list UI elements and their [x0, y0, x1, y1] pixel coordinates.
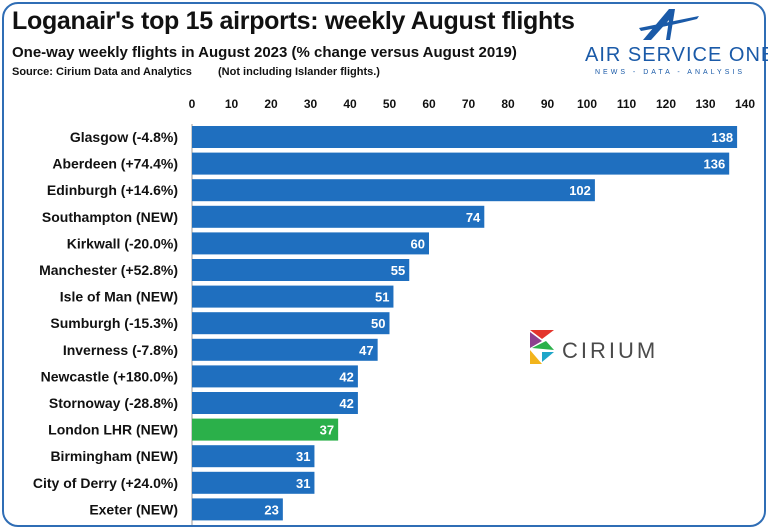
- category-label: Sumburgh (-15.3%): [50, 315, 178, 331]
- category-label: Southampton (NEW): [42, 209, 178, 225]
- bar: [192, 471, 315, 494]
- bar: [192, 179, 595, 202]
- category-label: Glasgow (-4.8%): [70, 129, 178, 145]
- x-tick-label: 60: [422, 97, 436, 111]
- bar: [192, 285, 394, 308]
- x-tick-label: 0: [189, 97, 196, 111]
- cirium-triangles-icon: [530, 330, 554, 364]
- stylized-a-plane-icon: [639, 9, 699, 40]
- bar: [192, 365, 358, 388]
- bar: [192, 232, 429, 255]
- category-label: London LHR (NEW): [48, 422, 178, 438]
- bar: [192, 445, 315, 468]
- bar-value-label: 74: [466, 210, 481, 225]
- x-tick-label: 120: [656, 97, 676, 111]
- x-tick-label: 140: [735, 97, 755, 111]
- bar-value-label: 37: [320, 423, 334, 438]
- category-label: Kirkwall (-20.0%): [67, 235, 178, 251]
- bar-value-label: 31: [296, 449, 310, 464]
- category-label: Newcastle (+180.0%): [41, 368, 178, 384]
- x-tick-label: 130: [695, 97, 715, 111]
- x-tick-label: 90: [541, 97, 555, 111]
- x-tick-label: 20: [264, 97, 278, 111]
- category-label: Exeter (NEW): [89, 501, 178, 517]
- category-label: Aberdeen (+74.4%): [52, 156, 178, 172]
- category-label: Stornoway (-28.8%): [49, 395, 178, 411]
- bar-value-label: 50: [371, 316, 385, 331]
- air-service-one-tagline: NEWS - DATA - ANALYSIS: [594, 69, 746, 76]
- bar-value-label: 31: [296, 476, 310, 491]
- x-tick-label: 100: [577, 97, 597, 111]
- air-service-one-name: AIR SERVICE ONE: [585, 44, 768, 66]
- category-label: Manchester (+52.8%): [39, 262, 178, 278]
- bar: [192, 312, 390, 335]
- bar-value-label: 102: [569, 183, 591, 198]
- x-tick-label: 50: [383, 97, 397, 111]
- chart-subtitle: One-way weekly flights in August 2023 (%…: [12, 44, 517, 61]
- cirium-logo: CIRIUM: [528, 328, 658, 368]
- x-tick-label: 10: [225, 97, 239, 111]
- bar-value-label: 60: [411, 236, 425, 251]
- x-tick-label: 110: [617, 97, 637, 111]
- bar-value-label: 55: [391, 263, 405, 278]
- x-tick-label: 70: [462, 97, 476, 111]
- bar: [192, 418, 339, 441]
- bar-value-label: 42: [339, 369, 353, 384]
- bar: [192, 152, 730, 175]
- bar: [192, 205, 485, 228]
- air-service-one-logo: AIR SERVICE ONE NEWS - DATA - ANALYSIS: [585, 6, 768, 78]
- source-note: Source: Cirium Data and Analytics: [12, 66, 192, 78]
- category-label: Edinburgh (+14.6%): [47, 182, 178, 198]
- x-tick-label: 30: [304, 97, 318, 111]
- bar-value-label: 42: [339, 396, 353, 411]
- x-tick-label: 40: [343, 97, 357, 111]
- bar: [192, 126, 738, 148]
- bar: [192, 259, 410, 281]
- category-label: City of Derry (+24.0%): [33, 475, 178, 491]
- bar-value-label: 136: [703, 157, 725, 172]
- chart-title: Loganair's top 15 airports: weekly Augus…: [12, 7, 575, 35]
- category-label: Inverness (-7.8%): [63, 342, 178, 358]
- bar-value-label: 23: [264, 502, 278, 517]
- cirium-name: CIRIUM: [562, 338, 659, 363]
- bar: [192, 498, 283, 521]
- category-label: Birmingham (NEW): [50, 448, 178, 464]
- x-tick-label: 80: [501, 97, 515, 111]
- bar-value-label: 51: [375, 290, 389, 305]
- category-label: Isle of Man (NEW): [60, 289, 178, 305]
- bar: [192, 338, 378, 361]
- bar-value-label: 47: [359, 343, 373, 358]
- bar: [192, 392, 358, 414]
- bar-value-label: 138: [711, 130, 733, 145]
- exclusion-note: (Not including Islander flights.): [218, 66, 380, 78]
